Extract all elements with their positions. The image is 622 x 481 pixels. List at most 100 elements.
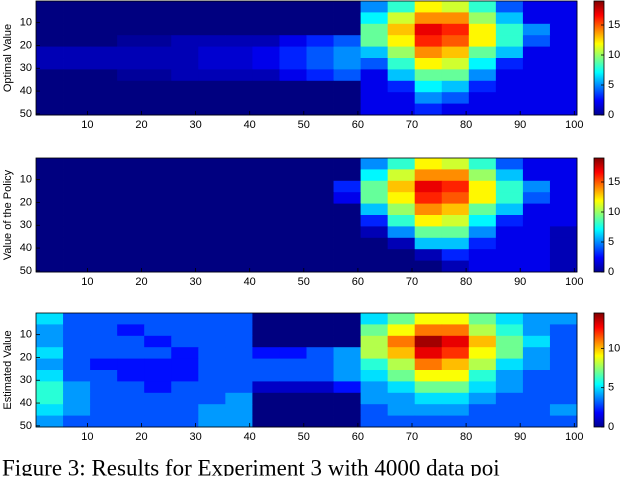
heat-cell <box>144 358 172 371</box>
heat-cell <box>387 370 416 382</box>
heat-cell <box>549 249 578 261</box>
heat-cell <box>144 1 172 13</box>
heat-cell <box>63 370 91 382</box>
heat-cell <box>468 415 497 428</box>
heat-cell <box>171 103 199 116</box>
y-tick-label: 40 <box>20 397 32 409</box>
heat-cell <box>252 58 280 70</box>
heat-cell <box>549 1 578 13</box>
heat-cell <box>360 35 389 47</box>
heat-cell <box>252 370 280 382</box>
heat-cell <box>225 415 253 428</box>
heat-cell <box>414 260 443 273</box>
heat-cell <box>279 381 307 394</box>
heat-cell <box>279 158 307 170</box>
heat-cell <box>117 12 145 25</box>
heat-cell <box>306 313 334 325</box>
heat-cell <box>225 404 253 416</box>
heat-cell <box>522 169 551 182</box>
heat-cell <box>252 249 280 261</box>
x-tick-label: 40 <box>244 431 256 443</box>
heat-cell <box>468 12 497 25</box>
heat-cell <box>549 370 578 382</box>
x-tick-label: 50 <box>298 276 310 288</box>
plot-frame <box>35 312 578 428</box>
heat-cell <box>225 203 253 216</box>
heat-cell <box>360 80 389 93</box>
heat-cell <box>36 313 64 325</box>
heat-cell <box>333 169 361 182</box>
heat-cell <box>225 370 253 382</box>
heat-cell <box>306 180 334 193</box>
heat-cell <box>225 358 253 371</box>
heat-cell <box>549 358 578 371</box>
heat-cell <box>495 260 524 273</box>
heat-cell <box>171 35 199 47</box>
heat-cell <box>549 335 578 348</box>
heat-cell <box>495 215 524 227</box>
heat-cell <box>333 35 361 47</box>
heat-cell <box>360 358 389 371</box>
heat-cell <box>252 404 280 416</box>
heat-cell <box>414 92 443 104</box>
heat-cell <box>90 260 118 273</box>
heat-cell <box>63 35 91 47</box>
heat-cell <box>63 347 91 359</box>
heat-cell <box>36 249 64 261</box>
heat-cell <box>36 370 64 382</box>
heat-cell <box>441 69 470 82</box>
heat-cell <box>144 192 172 204</box>
heat-cell <box>198 381 226 394</box>
colorbar-tick-label: 5 <box>608 382 614 394</box>
heat-cell <box>198 203 226 216</box>
heat-cell <box>441 347 470 359</box>
heat-cell <box>90 313 118 325</box>
heat-cell <box>36 80 64 93</box>
heat-cell <box>522 392 551 405</box>
heat-cell <box>36 1 64 13</box>
heat-cell <box>225 180 253 193</box>
heat-cell <box>441 158 470 170</box>
heat-cell <box>171 80 199 93</box>
heat-cell <box>441 415 470 428</box>
heat-cell <box>279 1 307 13</box>
heat-cell <box>441 92 470 104</box>
heat-cell <box>495 358 524 371</box>
heat-cell <box>387 381 416 394</box>
heat-cell <box>333 180 361 193</box>
heat-cell <box>117 180 145 193</box>
heat-cell <box>225 158 253 170</box>
heat-cell <box>63 12 91 25</box>
heat-cell <box>549 381 578 394</box>
heat-cell <box>252 215 280 227</box>
heat-cell <box>198 392 226 405</box>
heat-cell <box>117 46 145 59</box>
heat-cell <box>360 392 389 405</box>
plot-frame <box>35 0 578 116</box>
heat-cell <box>117 92 145 104</box>
heat-cell <box>171 158 199 170</box>
heat-cell <box>495 392 524 405</box>
heat-cell <box>495 103 524 116</box>
heat-cell <box>117 103 145 116</box>
heat-cell <box>144 103 172 116</box>
heat-cell <box>198 370 226 382</box>
heat-cell <box>360 260 389 273</box>
heat-cell <box>225 392 253 405</box>
heat-cell <box>252 35 280 47</box>
heat-cell <box>522 249 551 261</box>
x-tick-label: 30 <box>189 119 201 131</box>
heat-cell <box>306 347 334 359</box>
heat-cell <box>387 180 416 193</box>
heat-cell <box>144 347 172 359</box>
heat-cell <box>360 192 389 204</box>
heat-cell <box>144 92 172 104</box>
heat-cell <box>414 192 443 204</box>
heat-cell <box>144 249 172 261</box>
x-tick-label: 10 <box>81 276 93 288</box>
heat-cell <box>252 23 280 36</box>
heat-cell <box>171 226 199 239</box>
heat-cell <box>441 392 470 405</box>
x-tick-label: 40 <box>244 119 256 131</box>
